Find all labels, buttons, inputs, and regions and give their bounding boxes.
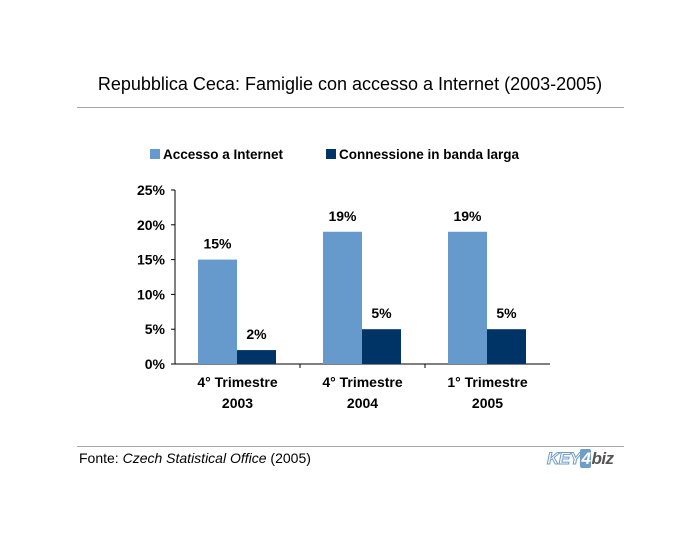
x-tick-label-2-line2: 2004 xyxy=(347,395,378,411)
data-label-s1-c3: 19% xyxy=(453,208,482,224)
bar-chart: Accesso a Internet Connessione in banda l… xyxy=(0,0,700,440)
source-prefix: Fonte: xyxy=(79,450,123,466)
y-tick-label-0: 0% xyxy=(145,356,166,372)
y-tick-label-2: 10% xyxy=(137,286,166,302)
source-name: Czech Statistical Office xyxy=(123,450,267,466)
y-tick-label-3: 15% xyxy=(137,252,166,268)
key4biz-logo: KEY4biz xyxy=(547,449,614,469)
bar-s2-c3 xyxy=(487,329,526,364)
y-tick-label-5: 25% xyxy=(137,182,166,198)
logo-biz: biz xyxy=(591,449,613,468)
bar-s2-c1 xyxy=(237,350,276,364)
bar-s1-c1 xyxy=(198,260,237,364)
x-tick-label-3-line2: 2005 xyxy=(472,395,503,411)
source-note: Fonte: Czech Statistical Office (2005) xyxy=(79,450,311,466)
y-tick-label-4: 20% xyxy=(137,217,166,233)
data-label-s2-c2: 5% xyxy=(371,305,392,321)
bottom-divider xyxy=(77,446,624,447)
legend-label-2: Connessione in banda larga xyxy=(339,147,520,162)
legend-swatch-1 xyxy=(150,149,160,159)
data-label-s2-c3: 5% xyxy=(496,305,517,321)
bar-s1-c2 xyxy=(323,232,362,364)
x-tick-label-1-line1: 4° Trimestre xyxy=(197,374,278,390)
x-tick-label-1-line2: 2003 xyxy=(222,395,253,411)
legend-label-1: Accesso a Internet xyxy=(163,147,284,162)
x-tick-label-3-line1: 1° Trimestre xyxy=(447,374,528,390)
data-label-s1-c2: 19% xyxy=(328,208,357,224)
data-label-s2-c1: 2% xyxy=(246,326,267,342)
y-tick-label-1: 5% xyxy=(145,321,166,337)
bar-s1-c3 xyxy=(448,232,487,364)
legend-swatch-2 xyxy=(326,149,336,159)
data-label-s1-c1: 15% xyxy=(203,236,232,252)
x-tick-label-2-line1: 4° Trimestre xyxy=(322,374,403,390)
bar-s2-c2 xyxy=(362,329,401,364)
logo-key: KEY xyxy=(547,449,580,468)
logo-four: 4 xyxy=(580,449,591,468)
source-year: (2005) xyxy=(267,450,311,466)
